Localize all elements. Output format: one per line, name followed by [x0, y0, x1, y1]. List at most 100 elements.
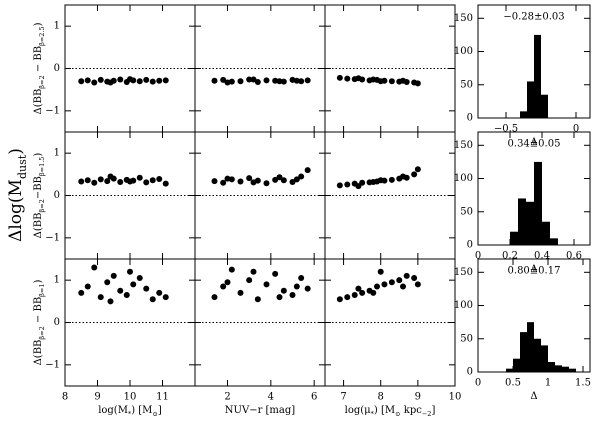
y-tick-label: 150 [454, 13, 473, 24]
scatter-point [355, 75, 362, 82]
scatter-point [220, 179, 227, 186]
scatter-point [91, 264, 98, 271]
panel-frame [194, 4, 326, 133]
y-tick-label: 0 [467, 240, 473, 251]
scatter-point [156, 289, 163, 296]
scatter-point [211, 294, 218, 301]
x-axis-label: log(μ*) [M⊙ kpc−2] [345, 405, 436, 419]
scatter-point [246, 175, 253, 182]
scatter-point [381, 281, 388, 288]
label-subscript: * [128, 410, 132, 418]
x-tick-label: 0.4 [534, 251, 550, 262]
histogram-bar [510, 231, 518, 245]
histogram-bar [562, 366, 569, 372]
histogram-bar [526, 201, 534, 245]
label-subscript: β=2 [38, 75, 46, 88]
scatter-point [344, 294, 351, 301]
scatter-point [355, 285, 362, 292]
scatter-point [280, 287, 287, 294]
scatter-point [336, 296, 343, 303]
scatter-point [344, 181, 351, 188]
label-part: log(μ [345, 405, 372, 416]
scatter-point [127, 268, 133, 275]
x-tick-label: 7 [340, 392, 346, 403]
scatter-point [156, 175, 163, 182]
scatter-point [104, 178, 111, 185]
y-tick-label: 150 [454, 140, 473, 151]
x-tick-label: 0 [475, 378, 481, 389]
histogram-bar [513, 358, 520, 372]
scatter-point [220, 283, 227, 290]
scatter-point [211, 178, 218, 185]
figure-y-label: Δlog(Mdust) [6, 148, 29, 242]
scatter-point [149, 296, 156, 303]
label-subscript: β=2 [38, 199, 46, 212]
scatter-point [254, 296, 261, 303]
x-tick-label: 8 [62, 392, 68, 403]
scatter-point [370, 289, 377, 296]
scatter-point [84, 177, 91, 184]
scatter-point [344, 75, 351, 82]
label-part: Δ(BB [33, 89, 44, 115]
scatter-point [276, 294, 283, 301]
scatter-point [136, 275, 143, 282]
y-axis-label: Δ(BBβ=2 − BBβ=1) [33, 279, 47, 365]
scatter-point [84, 283, 91, 290]
scatter-point [107, 79, 114, 86]
panel-frame [194, 131, 326, 260]
label-subscript: ⊙ [395, 410, 400, 418]
histogram-bar [520, 332, 527, 372]
label-part: ) [6, 148, 26, 155]
x-tick-label: 4 [268, 392, 274, 403]
scatter-point [136, 78, 143, 85]
panel-frame [194, 258, 326, 387]
panel-frame [324, 131, 456, 260]
histogram-bar [506, 368, 513, 372]
scatter-point [370, 178, 377, 185]
scatter-point [162, 180, 169, 187]
x-tick-label: 2 [224, 392, 230, 403]
x-axis-label: log(M*) [M⊙] [98, 405, 162, 419]
label-subscript: β=1.5 [38, 157, 46, 177]
scatter-point [377, 78, 384, 85]
y-tick-label: 100 [454, 46, 473, 57]
scatter-point [117, 76, 124, 83]
scatter-point [250, 268, 257, 275]
label-part: Δ(BB [33, 340, 44, 366]
scatter-point [110, 272, 117, 279]
y-tick-label: 0 [467, 367, 473, 378]
scatter-point [117, 287, 124, 294]
scatter-point [304, 167, 311, 174]
scatter-point [84, 77, 91, 84]
scatter-point [377, 177, 384, 184]
x-tick-label: 10 [124, 392, 137, 403]
x-axis-label: NUV−r [mag] [225, 405, 295, 416]
scatter-point [107, 173, 114, 180]
histogram-bar [527, 81, 534, 118]
y-tick-label: 1 [54, 275, 60, 286]
scatter-point [396, 277, 403, 284]
label-part: ) [M [131, 405, 152, 416]
scatter-point [336, 182, 343, 189]
scatter-point [304, 77, 311, 84]
scatter-point [136, 174, 143, 181]
scatter-point [351, 291, 358, 298]
histogram-bar [542, 221, 550, 245]
scatter-point [250, 179, 257, 186]
label-part: ) [33, 279, 44, 283]
scatter-point [400, 283, 406, 290]
x-axis-label: Δ [530, 137, 537, 148]
y-tick-label: 1 [54, 148, 60, 159]
scatter-point [211, 77, 218, 84]
scatter-point [220, 76, 227, 83]
label-part: Δ [530, 391, 537, 402]
scatter-point [388, 176, 395, 183]
histogram-bar [555, 365, 562, 372]
y-tick-label: 1 [54, 21, 60, 32]
scatter-point [293, 77, 300, 84]
y-tick-label: −1 [45, 105, 60, 116]
scatter-point [237, 289, 244, 296]
y-tick-label: 100 [454, 300, 473, 311]
x-tick-label: 0.6 [566, 251, 582, 262]
label-part: Δ(BB [33, 213, 44, 239]
